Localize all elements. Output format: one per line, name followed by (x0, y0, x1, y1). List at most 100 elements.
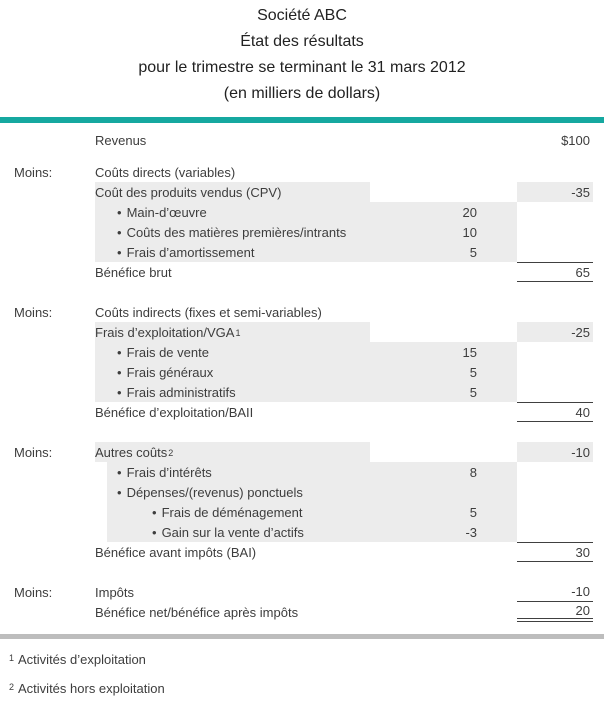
row-amount-mid: 15 (437, 342, 477, 362)
row-label (0, 342, 95, 362)
row-detail: • Frais généraux 5 (0, 362, 604, 382)
row-gap (477, 130, 517, 150)
row-amount-total (517, 242, 593, 262)
row-detail: • Frais d’amortissement 5 (0, 242, 604, 262)
row-description: Coûts directs (variables) (95, 162, 437, 182)
row-label (0, 182, 95, 202)
row-amount-total: 30 (517, 542, 593, 562)
row-amount-total (517, 342, 593, 362)
row-description: • Dépenses/(revenus) ponctuels (95, 482, 437, 502)
row-description: • Coûts des matières premières/intrants (95, 222, 437, 242)
row-gap (477, 462, 517, 482)
row-label: Moins: (14, 164, 53, 180)
row-description: • Main-d’œuvre (95, 202, 437, 222)
row-description: Autres coûts 2 (95, 442, 437, 462)
row-label (0, 202, 95, 222)
row-amount-mid: 8 (437, 462, 477, 482)
row-amount-mid (437, 130, 477, 150)
row-amount-total: 40 (517, 402, 593, 422)
row-detail: • Coûts des matières premières/intrants 10 (0, 222, 604, 242)
row-description: • Frais généraux (95, 362, 437, 382)
row-description: Bénéfice brut (95, 262, 437, 282)
row-spacer (0, 282, 604, 302)
row-desc-text: Frais d’exploitation/VGA (95, 324, 235, 340)
row-cost-head: Coût des produits vendus (CPV) -35 (0, 182, 604, 202)
footnotes: 1 Activités d’exploitation 2 Activités h… (0, 652, 604, 699)
row-desc-text: Frais d’intérêts (126, 464, 212, 480)
row-gap (477, 262, 517, 282)
row-gap (477, 322, 517, 342)
row-gap (477, 342, 517, 362)
row-label (0, 522, 95, 542)
row-description: Coûts indirects (fixes et semi-variables… (95, 302, 437, 322)
bullet-icon: • (117, 244, 122, 260)
row-label: Moins: (14, 584, 53, 600)
row-revenue: Revenus $100 (0, 130, 604, 150)
bullet-icon: • (152, 524, 157, 540)
statement-title: État des résultats (240, 33, 364, 50)
row-description: Revenus (95, 130, 437, 150)
row-desc-text: Frais d’amortissement (126, 244, 255, 260)
row-label (0, 130, 95, 150)
row-description: Bénéfice net/bénéfice après impôts (95, 602, 437, 622)
row-cost-head: Moins: Autres coûts 2 -10 (0, 442, 604, 462)
row-amount-total (517, 482, 593, 502)
row-gap (477, 242, 517, 262)
row-desc-text: Bénéfice avant impôts (BAI) (95, 544, 257, 560)
row-cost-head: Frais d’exploitation/VGA 1 -25 (0, 322, 604, 342)
row-label (0, 322, 95, 342)
row-gap (477, 302, 517, 322)
row-amount-mid: 5 (437, 382, 477, 402)
row-gap (477, 202, 517, 222)
footnote: 2 Activités hors exploitation (9, 681, 165, 696)
row-amount-total (517, 302, 593, 322)
row-label (0, 362, 95, 382)
row-amount-total: -25 (517, 322, 593, 342)
row-section: Moins: Coûts directs (variables) (0, 162, 604, 182)
row-subtotal: Bénéfice avant impôts (BAI) 30 (0, 542, 604, 562)
row-detail: • Frais de déménagement 5 (0, 502, 604, 522)
row-gap (477, 542, 517, 562)
row-gap (477, 222, 517, 242)
row-desc-text: Revenus (95, 132, 147, 148)
row-gap (477, 402, 517, 422)
row-desc-text: Frais généraux (126, 364, 214, 380)
row-desc-text: Coûts des matières premières/intrants (126, 224, 347, 240)
row-amount-total: -35 (517, 182, 593, 202)
row-desc-text: Coûts directs (variables) (95, 164, 236, 180)
row-gap (477, 482, 517, 502)
row-detail: • Gain sur la vente d’actifs -3 (0, 522, 604, 542)
row-description: • Gain sur la vente d’actifs (95, 522, 437, 542)
footnote-text: Activités d’exploitation (18, 652, 146, 667)
row-amount-mid (437, 182, 477, 202)
row-net: Bénéfice net/bénéfice après impôts 20 (0, 602, 604, 622)
row-label (0, 222, 95, 242)
row-amount-mid (437, 442, 477, 462)
row-desc-text: Impôts (95, 584, 135, 600)
row-amount-total: $100 (561, 132, 590, 148)
row-amount-mid (437, 582, 477, 602)
row-amount-total (517, 382, 593, 402)
row-gap (477, 582, 517, 602)
row-label (0, 462, 95, 482)
row-amount-total: 20 (517, 602, 593, 622)
bullet-icon: • (152, 504, 157, 520)
row-amount-total: -10 (517, 442, 593, 462)
bullet-icon: • (117, 384, 122, 400)
row-description: Coût des produits vendus (CPV) (95, 182, 437, 202)
row-subtotal: Bénéfice d’exploitation/BAII 40 (0, 402, 604, 422)
row-desc-text: Coûts indirects (fixes et semi-variables… (95, 304, 322, 320)
row-amount-total (517, 222, 593, 242)
row-desc-text: Bénéfice net/bénéfice après impôts (95, 604, 299, 620)
row-subtotal: Bénéfice brut 65 (0, 262, 604, 282)
statement-table: Revenus $100 Moins: Coûts directs (variable… (0, 130, 604, 622)
row-description: Bénéfice d’exploitation/BAII (95, 402, 437, 422)
row-label (0, 482, 95, 502)
row-desc-text: Autres coûts (95, 444, 168, 460)
statement-units: (en milliers de dollars) (223, 85, 381, 102)
row-spacer (0, 422, 604, 442)
row-description: • Frais d’intérêts (95, 462, 437, 482)
bullet-icon: • (117, 224, 122, 240)
row-detail: • Dépenses/(revenus) ponctuels (0, 482, 604, 502)
